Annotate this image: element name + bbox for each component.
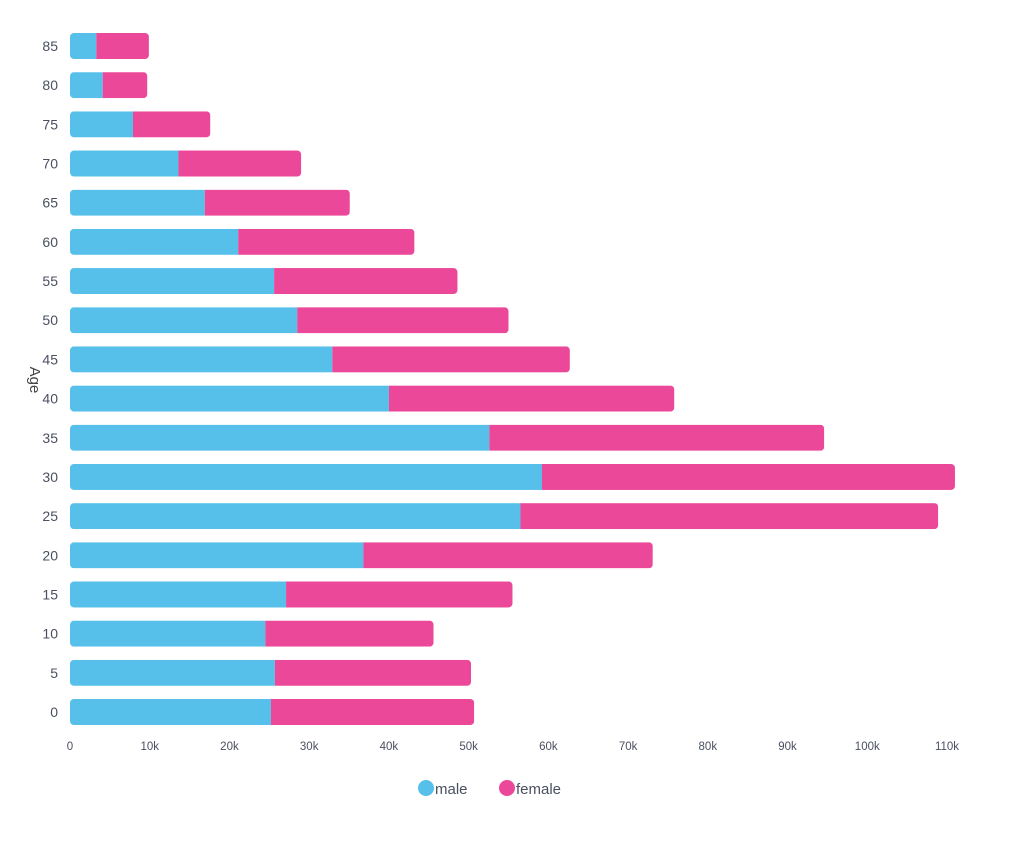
bar-male-65[interactable] [70,189,205,216]
bar-male-35[interactable] [70,424,490,451]
y-axis-tick-labels: 0 5 10 15 20 25 30 35 40 45 50 55 60 65 70 75 80 85 [42,38,58,720]
y-tick-label: 85 [42,38,58,54]
bar-male-10[interactable] [70,620,266,647]
y-tick-label: 45 [42,351,58,367]
bar-row-5 [70,659,472,686]
y-tick-label: 75 [42,116,58,132]
bar-male-40[interactable] [70,385,389,412]
y-tick-label: 10 [42,626,58,642]
bar-male-55[interactable] [70,268,275,295]
y-tick-label: 15 [42,586,58,602]
x-tick-label: 0 [67,741,73,753]
x-tick-label: 50k [459,741,478,753]
legend-item-female[interactable]: female [499,780,561,798]
bar-female-40[interactable] [388,385,675,412]
y-tick-label: 65 [42,195,58,211]
x-tick-label: 20k [220,741,239,753]
legend-marker-icon [499,780,515,796]
y-tick-label: 40 [42,391,58,407]
y-tick-label: 5 [50,665,58,681]
bar-row-35 [70,424,825,451]
bar-male-60[interactable] [70,228,239,255]
bar-row-25 [70,503,939,530]
bar-row-20 [70,542,653,569]
bar-male-0[interactable] [70,699,271,725]
x-tick-label: 90k [778,741,797,753]
bar-female-55[interactable] [274,268,458,295]
legend: male female [418,780,561,798]
x-tick-label: 70k [619,741,638,753]
bar-female-60[interactable] [238,228,415,255]
bar-male-15[interactable] [70,581,287,608]
bar-female-75[interactable] [132,111,211,138]
bar-female-35[interactable] [489,424,825,451]
bar-row-80 [70,72,148,99]
bar-row-55 [70,268,458,295]
bar-male-5[interactable] [70,659,275,686]
bar-male-45[interactable] [70,346,333,373]
bar-female-0[interactable] [270,699,475,725]
bar-female-65[interactable] [204,189,350,216]
legend-label: female [516,781,561,798]
bar-female-25[interactable] [520,503,939,530]
bars-group [70,33,955,725]
y-tick-label: 30 [42,469,58,485]
x-tick-label: 100k [855,741,880,753]
bar-male-80[interactable] [70,72,103,99]
y-tick-label: 20 [42,547,58,563]
y-tick-label: 50 [42,312,58,328]
y-tick-label: 55 [42,273,58,289]
bar-female-70[interactable] [178,150,302,177]
bar-female-45[interactable] [332,346,570,373]
x-tick-label: 80k [699,741,718,753]
bar-row-85 [70,33,149,59]
bar-row-75 [70,111,211,138]
bar-female-10[interactable] [265,620,434,647]
x-tick-label: 30k [300,741,319,753]
bar-row-40 [70,385,675,412]
y-tick-label: 80 [42,77,58,93]
x-tick-label: 10k [140,741,159,753]
x-tick-label: 110k [935,741,959,753]
bar-female-5[interactable] [274,659,472,686]
bar-row-70 [70,150,302,177]
bar-row-45 [70,346,570,373]
bar-male-70[interactable] [70,150,179,177]
bar-male-30[interactable] [70,463,542,490]
bar-male-75[interactable] [70,111,133,138]
legend-item-male[interactable]: male [418,780,468,798]
x-axis-tick-labels: 0 10k 20k 30k 40k 50k 60k 70k 80k 90k 100k 110k [67,741,959,753]
y-tick-label: 70 [42,156,58,172]
bar-female-15[interactable] [286,581,513,608]
bar-row-50 [70,307,509,334]
bar-female-80[interactable] [102,72,148,99]
y-tick-label: 25 [42,508,58,524]
y-tick-label: 35 [42,430,58,446]
y-tick-label: 60 [42,234,58,250]
y-tick-label: 0 [50,704,58,720]
x-tick-label: 60k [539,741,558,753]
bar-female-50[interactable] [297,307,509,334]
bar-row-15 [70,581,513,608]
bar-row-30 [70,463,955,490]
bar-row-65 [70,189,350,216]
bar-row-10 [70,620,434,647]
bar-male-50[interactable] [70,307,298,334]
bar-male-20[interactable] [70,542,364,569]
bar-row-0 [70,699,475,725]
y-axis-title: Age [26,367,43,394]
bar-female-30[interactable] [541,463,955,490]
bar-male-85[interactable] [70,33,97,59]
legend-marker-icon [418,780,434,796]
bar-female-20[interactable] [363,542,653,569]
bar-female-85[interactable] [96,33,149,59]
x-tick-label: 40k [380,741,399,753]
legend-label: male [435,781,468,798]
bar-row-60 [70,228,415,255]
bar-male-25[interactable] [70,503,521,530]
